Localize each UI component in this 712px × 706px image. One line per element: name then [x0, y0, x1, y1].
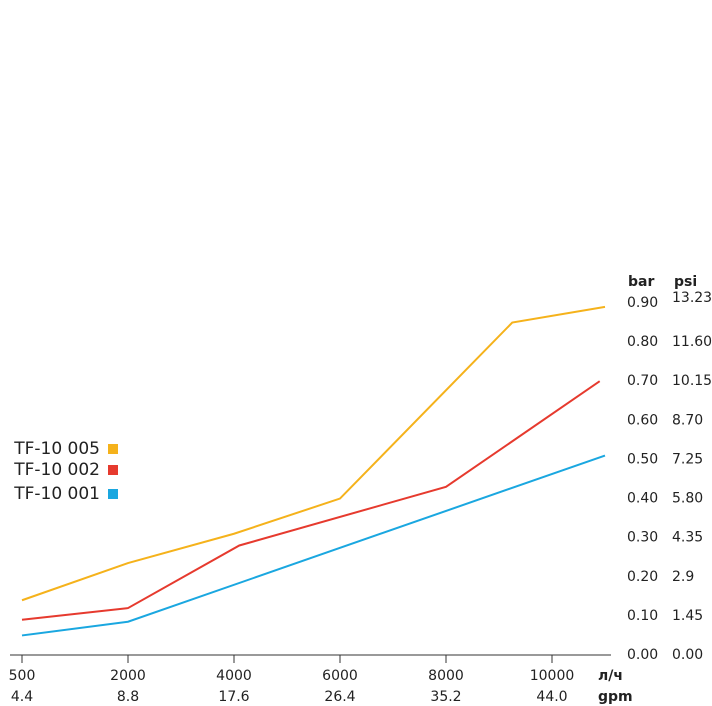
y-tick-label: 0.60: [627, 412, 658, 428]
legend-label: TF-10 001: [13, 484, 100, 504]
y2-tick-label: 10.15: [672, 373, 712, 389]
legend-swatch: [108, 465, 118, 475]
y2-tick-label: 4.35: [672, 530, 703, 546]
legend-swatch: [108, 444, 118, 454]
y-tick-label: 0.40: [627, 491, 658, 507]
y-axis-label: bar: [628, 274, 654, 290]
x2-axis-label: gpm: [598, 689, 633, 705]
y2-tick-label: 0.00: [672, 647, 703, 663]
y2-axis-label: psi: [674, 274, 697, 290]
x-tick-label: 500: [9, 668, 36, 684]
x-tick-label: 6000: [322, 668, 358, 684]
x-tick-label: 10000: [530, 668, 575, 684]
y-tick-label: 0.90: [627, 295, 658, 311]
x2-tick-label: 35.2: [430, 689, 461, 705]
series-line: [21, 454, 606, 637]
x2-tick-label: 44.0: [536, 689, 567, 705]
y-tick-label: 0.20: [627, 569, 658, 585]
y-tick-label: 0.00: [627, 647, 658, 663]
x-tick-label: 4000: [216, 668, 252, 684]
y2-tick-label: 11.60: [672, 334, 712, 350]
series-line: [21, 305, 606, 602]
x-axis-label: л/ч: [598, 668, 623, 684]
x2-tick-label: 26.4: [324, 689, 355, 705]
legend-swatch: [108, 489, 118, 499]
y2-tick-label: 13.23: [672, 290, 712, 306]
y2-tick-label: 1.45: [672, 608, 703, 624]
y2-tick-label: 8.70: [672, 412, 703, 428]
legend-label: TF-10 005: [13, 439, 100, 459]
y-tick-label: 0.10: [627, 608, 658, 624]
x2-tick-label: 8.8: [117, 689, 139, 705]
legend-label: TF-10 002: [13, 460, 100, 480]
y-tick-label: 0.30: [627, 530, 658, 546]
series-line: [21, 380, 601, 621]
x-tick-label: 2000: [110, 668, 146, 684]
x-tick-label: 8000: [428, 668, 464, 684]
y2-tick-label: 2.9: [672, 569, 694, 585]
y2-tick-label: 5.80: [672, 491, 703, 507]
y-tick-label: 0.50: [627, 451, 658, 467]
y-tick-label: 0.70: [627, 373, 658, 389]
y2-tick-label: 7.25: [672, 451, 703, 467]
y-tick-label: 0.80: [627, 334, 658, 350]
x2-tick-label: 4.4: [11, 689, 33, 705]
x2-tick-label: 17.6: [218, 689, 249, 705]
